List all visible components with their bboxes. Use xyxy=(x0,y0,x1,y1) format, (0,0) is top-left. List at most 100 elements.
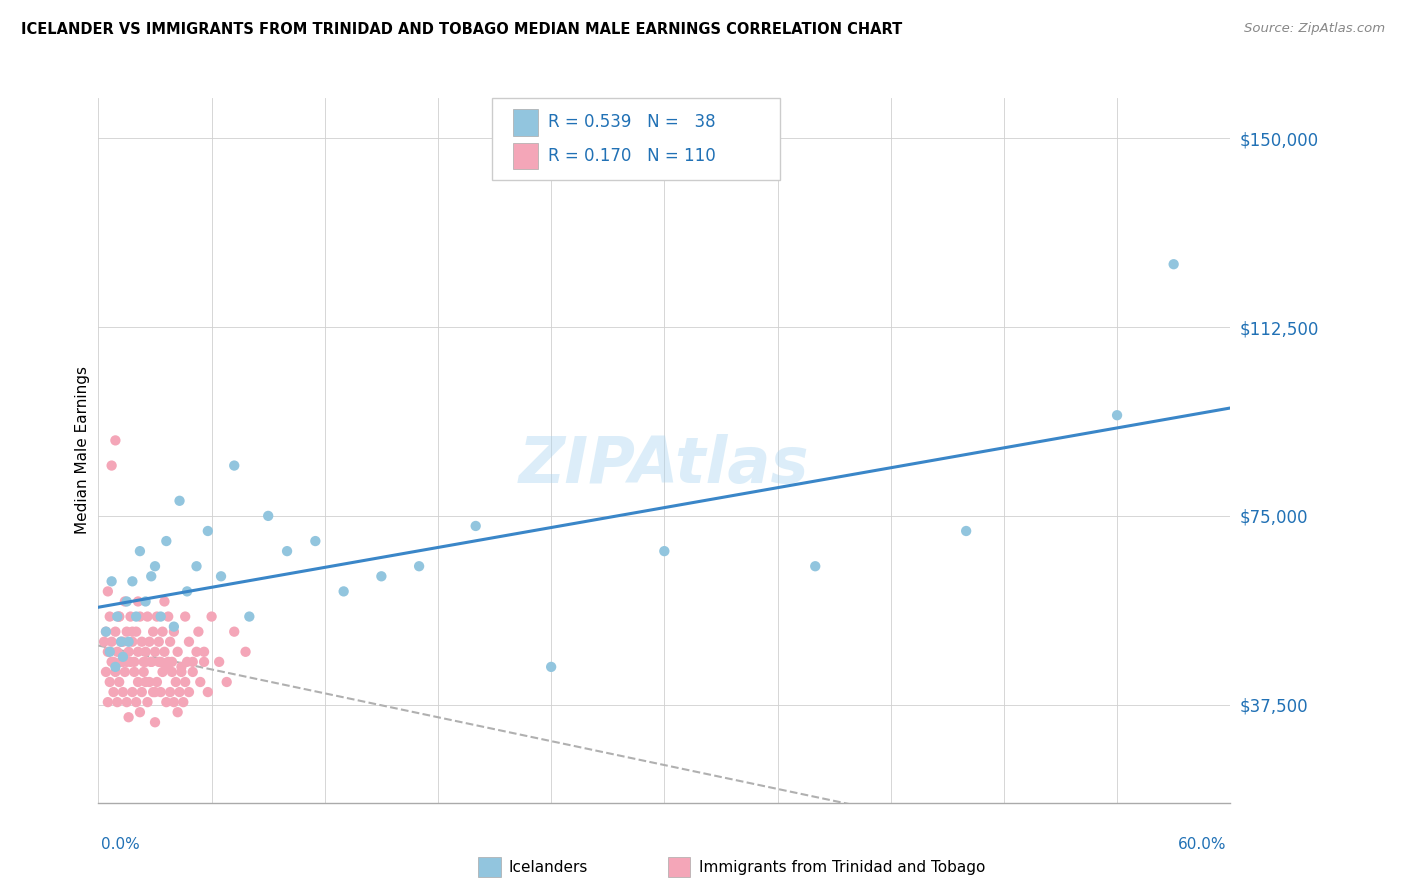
Point xyxy=(98,645,121,659)
Point xyxy=(115,594,138,608)
Point xyxy=(408,559,430,574)
Point xyxy=(152,665,174,679)
Point xyxy=(169,685,191,699)
Text: 60.0%: 60.0% xyxy=(1178,837,1226,852)
Point xyxy=(157,655,180,669)
Point xyxy=(93,634,115,648)
Point xyxy=(149,685,172,699)
Point xyxy=(97,645,120,659)
Point xyxy=(117,634,139,648)
Point xyxy=(159,634,181,648)
Point xyxy=(176,655,198,669)
Point xyxy=(148,634,170,648)
Point xyxy=(121,634,143,648)
Point xyxy=(159,685,181,699)
Point xyxy=(141,655,163,669)
Point xyxy=(110,634,132,648)
Point xyxy=(193,655,215,669)
Point xyxy=(105,645,128,659)
Point xyxy=(108,609,131,624)
Point xyxy=(111,634,134,648)
Point xyxy=(332,584,354,599)
Point xyxy=(125,624,148,639)
Point xyxy=(165,675,187,690)
Point xyxy=(141,569,163,583)
Point xyxy=(149,655,172,669)
Text: Source: ZipAtlas.com: Source: ZipAtlas.com xyxy=(1244,22,1385,36)
Point xyxy=(146,675,169,690)
Point xyxy=(138,675,160,690)
Point xyxy=(105,609,128,624)
Point xyxy=(125,695,148,709)
Point xyxy=(370,569,392,583)
Point xyxy=(176,584,198,599)
Point xyxy=(108,609,131,624)
Text: ICELANDER VS IMMIGRANTS FROM TRINIDAD AND TOBAGO MEDIAN MALE EARNINGS CORRELATIO: ICELANDER VS IMMIGRANTS FROM TRINIDAD AN… xyxy=(21,22,903,37)
Point xyxy=(163,624,186,639)
Point xyxy=(129,544,152,558)
Point xyxy=(652,544,676,558)
Point xyxy=(193,645,215,659)
Point xyxy=(201,609,224,624)
Point xyxy=(197,524,219,538)
Point xyxy=(94,624,117,639)
Point xyxy=(100,458,122,473)
Point xyxy=(152,624,174,639)
Point xyxy=(100,655,122,669)
Point xyxy=(121,624,143,639)
Point xyxy=(142,624,165,639)
Point xyxy=(108,675,131,690)
Point xyxy=(160,655,183,669)
Point xyxy=(149,609,172,624)
Point xyxy=(188,675,211,690)
Point xyxy=(94,624,117,639)
Point xyxy=(197,685,219,699)
Point xyxy=(174,675,197,690)
Point xyxy=(235,645,257,659)
Point xyxy=(100,574,122,589)
Point xyxy=(114,594,136,608)
Point xyxy=(129,609,152,624)
Point xyxy=(136,695,159,709)
Point xyxy=(166,705,188,719)
Point xyxy=(804,559,827,574)
Point xyxy=(153,645,176,659)
Point xyxy=(135,645,157,659)
Point xyxy=(97,695,120,709)
Point xyxy=(174,609,197,624)
Point xyxy=(181,655,204,669)
Point xyxy=(115,695,138,709)
Text: R = 0.170   N = 110: R = 0.170 N = 110 xyxy=(548,147,716,165)
Point xyxy=(105,695,128,709)
Point xyxy=(131,634,153,648)
Point xyxy=(121,685,143,699)
Point xyxy=(110,655,132,669)
Point xyxy=(153,594,176,608)
Point xyxy=(209,569,232,583)
Point xyxy=(104,434,127,448)
Point xyxy=(163,620,186,634)
Point xyxy=(215,675,238,690)
Point xyxy=(98,675,121,690)
Point xyxy=(111,649,134,664)
Point xyxy=(122,655,145,669)
Point xyxy=(155,660,177,674)
Point xyxy=(148,655,170,669)
Point xyxy=(117,710,139,724)
Text: ZIPAtlas: ZIPAtlas xyxy=(519,434,810,496)
Point xyxy=(135,655,157,669)
Point xyxy=(117,645,139,659)
Point xyxy=(115,655,138,669)
Point xyxy=(166,645,188,659)
Point xyxy=(135,594,157,608)
Point xyxy=(132,665,155,679)
Point xyxy=(111,685,134,699)
Point xyxy=(103,655,125,669)
Point xyxy=(181,665,204,679)
Point xyxy=(125,609,148,624)
Point xyxy=(186,645,208,659)
Point xyxy=(177,685,200,699)
Point xyxy=(157,609,180,624)
Point xyxy=(276,544,298,558)
Point xyxy=(186,559,208,574)
